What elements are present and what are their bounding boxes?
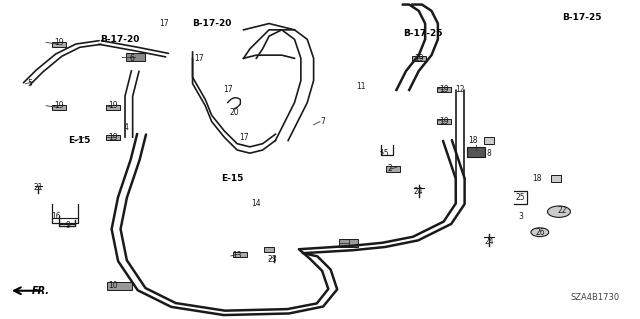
Text: 9: 9 [66,221,71,230]
Bar [437,119,451,124]
Bar [412,56,426,61]
Text: E-15: E-15 [221,174,244,183]
Text: 24: 24 [484,237,493,246]
Text: 22: 22 [557,206,567,215]
Text: 25: 25 [516,193,525,202]
Text: 19: 19 [54,38,63,47]
Text: 19: 19 [108,101,118,110]
Text: 23: 23 [268,255,277,263]
Bar [52,105,66,110]
Bar [264,247,274,252]
Bar [52,41,66,47]
Bar [467,146,485,157]
Text: 8: 8 [486,149,492,158]
Text: 2: 2 [388,165,392,174]
Bar [484,137,493,144]
Circle shape [547,206,570,217]
Text: 18: 18 [468,136,477,145]
Text: B-17-20: B-17-20 [193,19,232,28]
Text: 17: 17 [239,133,248,142]
Text: 24: 24 [414,187,424,196]
Text: 19: 19 [414,54,424,63]
Bar [125,53,145,61]
Text: 19: 19 [440,117,449,126]
Bar [437,87,451,93]
Text: B-17-25: B-17-25 [562,13,602,22]
Text: 18: 18 [532,174,541,183]
Bar [339,239,358,247]
Text: 26: 26 [535,228,545,237]
Text: 5: 5 [28,79,33,88]
Text: 20: 20 [229,108,239,116]
Text: SZA4B1730: SZA4B1730 [570,293,620,302]
Text: 7: 7 [321,117,326,126]
Bar [551,175,561,182]
Text: 1: 1 [346,239,351,248]
Circle shape [531,228,548,237]
Text: 17: 17 [159,19,169,28]
Text: B-17-25: B-17-25 [403,28,442,38]
Text: 13: 13 [232,251,242,260]
Text: 15: 15 [379,149,388,158]
Bar [106,282,132,290]
Text: 6: 6 [129,54,134,63]
Text: 14: 14 [252,199,261,208]
Text: 19: 19 [108,133,118,142]
Text: 4: 4 [124,123,128,132]
Text: E-15: E-15 [68,136,91,145]
Text: 12: 12 [456,85,465,94]
Text: 19: 19 [440,85,449,94]
Text: 16: 16 [51,212,60,221]
Text: 19: 19 [54,101,63,110]
Text: B-17-20: B-17-20 [100,35,140,44]
Text: 10: 10 [108,281,118,291]
Text: 3: 3 [518,212,523,221]
Text: 11: 11 [356,82,366,91]
Bar [387,166,400,172]
Text: 17: 17 [194,54,204,63]
Text: 21: 21 [33,183,43,192]
Text: 17: 17 [223,85,232,94]
Bar [234,252,247,257]
Bar [106,135,120,140]
Bar [106,105,120,110]
Text: FR.: FR. [32,286,50,296]
